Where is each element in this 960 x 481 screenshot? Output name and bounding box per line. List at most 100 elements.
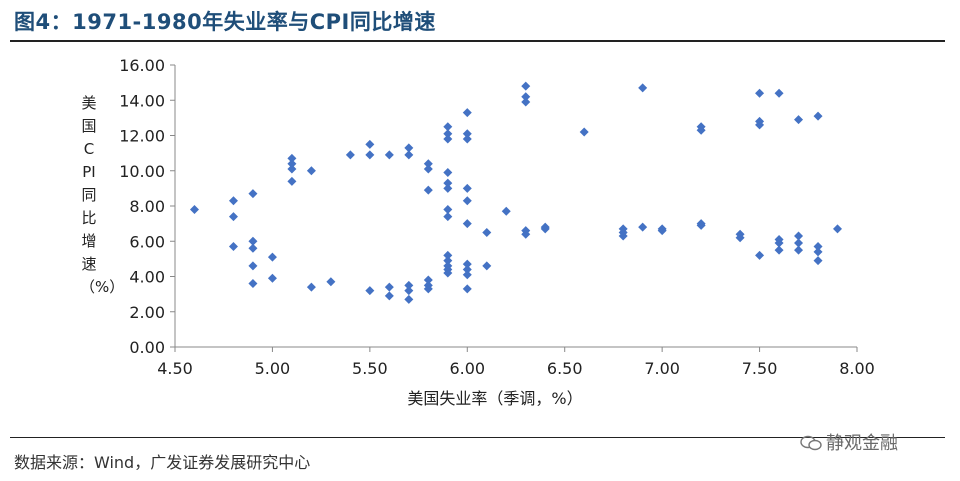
data-point <box>462 196 472 206</box>
chart-axes <box>170 64 858 352</box>
data-point <box>423 164 433 174</box>
data-point <box>521 97 531 107</box>
data-point <box>306 282 316 292</box>
data-point <box>326 277 336 287</box>
title-rule <box>10 40 945 42</box>
y-axis-tick-labels: 0.00 2.00 4.00 6.00 8.00 10.00 12.00 14.00 16.00 <box>119 56 165 357</box>
data-point <box>287 159 297 169</box>
data-point <box>521 229 531 239</box>
data-point <box>462 264 472 274</box>
watermark-text: 静观金融 <box>826 433 898 454</box>
data-point <box>813 242 823 252</box>
data-point <box>813 111 823 121</box>
y-tick-label: 0.00 <box>129 338 165 357</box>
data-point <box>248 261 258 271</box>
data-point <box>404 294 414 304</box>
data-point <box>443 183 453 193</box>
data-point <box>423 185 433 195</box>
data-point <box>443 205 453 215</box>
data-point <box>365 139 375 149</box>
data-point <box>423 275 433 285</box>
x-axis-label: 美国失业率（季调，%） <box>407 389 582 408</box>
data-point <box>618 231 628 241</box>
y-tick-label: 10.00 <box>119 162 165 181</box>
data-point <box>404 143 414 153</box>
data-point <box>794 238 804 248</box>
y-tick-label: 12.00 <box>119 127 165 146</box>
data-point <box>228 212 238 222</box>
data-point <box>755 88 765 98</box>
data-point <box>794 231 804 241</box>
data-point <box>794 245 804 255</box>
source-note: 数据来源：Wind，广发证券发展研究中心 <box>14 453 311 472</box>
data-point <box>267 252 277 262</box>
data-point <box>248 243 258 253</box>
data-point <box>813 256 823 266</box>
data-point <box>540 224 550 234</box>
data-point <box>287 176 297 186</box>
y-tick-label: 14.00 <box>119 91 165 110</box>
footer-rule <box>10 437 945 438</box>
data-point <box>345 150 355 160</box>
data-point <box>365 150 375 160</box>
data-point <box>794 115 804 125</box>
y-tick-label: 6.00 <box>129 232 165 251</box>
data-point <box>287 153 297 163</box>
data-point <box>755 120 765 130</box>
figure-title: 图4：1971-1980年失业率与CPI同比增速 <box>14 10 436 34</box>
data-point <box>443 122 453 132</box>
wechat-icon <box>800 435 822 451</box>
data-point <box>404 286 414 296</box>
data-point <box>735 233 745 243</box>
data-point <box>228 242 238 252</box>
data-point <box>365 286 375 296</box>
watermark: 静观金融 <box>800 429 898 455</box>
data-point <box>443 250 453 260</box>
x-tick-label: 7.50 <box>742 359 778 378</box>
data-point <box>228 196 238 206</box>
data-point <box>443 129 453 139</box>
data-point <box>189 205 199 215</box>
data-point <box>443 268 453 278</box>
y-tick-label: 4.00 <box>129 268 165 287</box>
data-point <box>443 256 453 266</box>
data-point <box>462 284 472 294</box>
data-point <box>462 183 472 193</box>
x-tick-label: 4.50 <box>157 359 193 378</box>
data-point <box>404 280 414 290</box>
data-point <box>306 166 316 176</box>
data-point <box>657 226 667 236</box>
data-point <box>462 270 472 280</box>
y-tick-label: 8.00 <box>129 197 165 216</box>
data-points <box>189 81 843 304</box>
data-point <box>813 247 823 257</box>
data-point <box>696 220 706 230</box>
data-point <box>638 222 648 232</box>
data-point <box>774 88 784 98</box>
data-point <box>462 259 472 269</box>
data-point <box>696 125 706 135</box>
x-tick-label: 7.00 <box>644 359 680 378</box>
x-tick-label: 5.50 <box>352 359 388 378</box>
data-point <box>248 279 258 289</box>
data-point <box>774 238 784 248</box>
data-point <box>287 164 297 174</box>
data-point <box>501 206 511 216</box>
data-point <box>443 168 453 178</box>
y-tick-label: 16.00 <box>119 56 165 75</box>
data-point <box>482 227 492 237</box>
data-point <box>462 129 472 139</box>
scatter-chart: 4.50 5.00 5.50 6.00 6.50 7.00 7.50 8.00 0.00 2.0… <box>119 56 875 408</box>
data-point <box>833 224 843 234</box>
data-point <box>774 245 784 255</box>
data-point <box>248 189 258 199</box>
x-tick-label: 5.00 <box>255 359 291 378</box>
data-point <box>462 134 472 144</box>
data-point <box>443 178 453 188</box>
y-axis-label: 美国CPI同比增速（%） <box>80 94 125 296</box>
data-point <box>384 282 394 292</box>
x-tick-label: 8.00 <box>839 359 875 378</box>
data-point <box>443 134 453 144</box>
x-axis-tick-labels: 4.50 5.00 5.50 6.00 6.50 7.00 7.50 8.00 <box>157 359 875 378</box>
data-point <box>462 219 472 229</box>
